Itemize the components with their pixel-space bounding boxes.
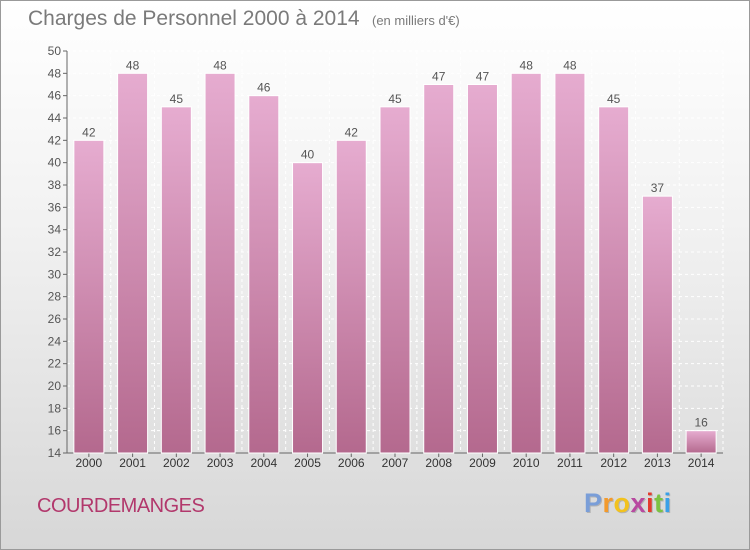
value-label-2005: 40 bbox=[301, 148, 315, 162]
bar-2000 bbox=[73, 139, 105, 454]
bar-2005 bbox=[292, 162, 324, 454]
logo-letter: i bbox=[646, 488, 655, 518]
y-tick-label: 40 bbox=[48, 156, 62, 170]
bar-2010 bbox=[510, 72, 542, 454]
y-tick-label: 36 bbox=[48, 200, 62, 214]
value-label-2003: 48 bbox=[213, 58, 227, 72]
y-tick-label: 42 bbox=[48, 133, 62, 147]
x-tick-label-2009: 2009 bbox=[469, 456, 496, 470]
x-tick-label-2006: 2006 bbox=[338, 456, 365, 470]
chart-title: Charges de Personnel 2000 à 2014 bbox=[28, 7, 360, 30]
value-label-2013: 37 bbox=[651, 181, 665, 195]
logo-letter: P bbox=[584, 488, 603, 518]
bar-2004 bbox=[248, 95, 280, 454]
x-tick-label-2012: 2012 bbox=[600, 456, 627, 470]
y-tick-label: 14 bbox=[48, 446, 62, 460]
logo-letter: o bbox=[613, 488, 631, 518]
bar-2013 bbox=[641, 195, 673, 454]
value-label-2008: 47 bbox=[432, 70, 446, 84]
y-tick-label: 32 bbox=[48, 245, 62, 259]
x-tick-label-2000: 2000 bbox=[76, 456, 103, 470]
x-tick-label-2011: 2011 bbox=[557, 456, 583, 470]
bar-2009 bbox=[466, 84, 498, 454]
x-tick-label-2008: 2008 bbox=[425, 456, 452, 470]
value-label-2004: 46 bbox=[257, 81, 271, 95]
x-tick-label-2003: 2003 bbox=[207, 456, 234, 470]
y-tick-label: 30 bbox=[48, 267, 62, 281]
value-label-2001: 48 bbox=[126, 58, 140, 72]
bars bbox=[73, 72, 717, 454]
bar-2008 bbox=[423, 84, 455, 454]
x-tick-label-2005: 2005 bbox=[294, 456, 321, 470]
bar-2011 bbox=[554, 72, 586, 454]
commune-name: COURDEMANGES bbox=[37, 495, 205, 517]
y-tick-label: 38 bbox=[48, 178, 62, 192]
value-label-2012: 45 bbox=[607, 92, 621, 106]
y-tick-label: 26 bbox=[48, 312, 62, 326]
bar-2006 bbox=[335, 139, 367, 454]
value-label-2010: 48 bbox=[520, 58, 534, 72]
value-label-2014: 16 bbox=[694, 416, 708, 430]
y-tick-label: 48 bbox=[48, 66, 62, 80]
y-tick-label: 24 bbox=[48, 334, 62, 348]
y-tick-label: 46 bbox=[48, 89, 62, 103]
x-tick-label-2013: 2013 bbox=[644, 456, 671, 470]
logo-letter: x bbox=[630, 488, 647, 518]
y-tick-label: 16 bbox=[48, 424, 62, 438]
bar-2002 bbox=[160, 106, 192, 454]
value-label-2000: 42 bbox=[82, 125, 96, 139]
y-tick-label: 22 bbox=[48, 357, 62, 371]
value-label-2011: 48 bbox=[563, 58, 577, 72]
bar-2012 bbox=[598, 106, 630, 454]
value-label-2006: 42 bbox=[345, 125, 359, 139]
logo-letter: t bbox=[654, 488, 664, 518]
logo-letter: i bbox=[663, 488, 672, 518]
x-tick-label-2004: 2004 bbox=[250, 456, 277, 470]
y-tick-label: 18 bbox=[48, 401, 62, 415]
labels: 14 16 18 20 22 24 26 28 30 32 34 36 38 40 42 44 46 48 50 42… bbox=[48, 44, 715, 470]
logo-letter: r bbox=[602, 488, 614, 518]
y-tick-label: 44 bbox=[48, 111, 62, 125]
value-label-2007: 45 bbox=[388, 92, 402, 106]
y-tick-label: 50 bbox=[48, 44, 62, 58]
proxiti-logo[interactable]: Proxiti bbox=[584, 488, 672, 519]
bar-2007 bbox=[379, 106, 411, 454]
y-tick-label: 34 bbox=[48, 223, 62, 237]
bar-2014 bbox=[685, 430, 717, 454]
x-tick-label-2001: 2001 bbox=[119, 456, 146, 470]
y-tick-label: 20 bbox=[48, 379, 62, 393]
chart-unit: (en milliers d'€) bbox=[372, 13, 460, 28]
x-tick-label-2014: 2014 bbox=[688, 456, 715, 470]
bar-2001 bbox=[117, 72, 149, 454]
x-tick-label-2010: 2010 bbox=[513, 456, 540, 470]
x-tick-label-2002: 2002 bbox=[163, 456, 190, 470]
x-tick-label-2007: 2007 bbox=[382, 456, 409, 470]
bar-2003 bbox=[204, 72, 236, 454]
y-tick-label: 28 bbox=[48, 290, 62, 304]
value-label-2009: 47 bbox=[476, 70, 490, 84]
value-label-2002: 45 bbox=[170, 92, 184, 106]
